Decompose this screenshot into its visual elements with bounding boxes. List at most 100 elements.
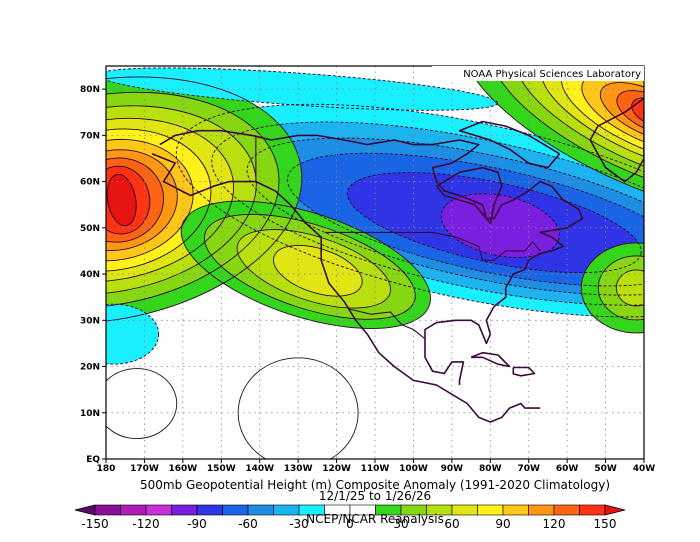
atl-ridge-band-2 — [616, 269, 644, 306]
colorbar-swatch — [145, 504, 172, 516]
np-ridge-contour-7 — [106, 157, 165, 243]
longitude-labels: 180 170W 160W 150W 140W 130W 120W 110W 100W 90W 80… — [97, 459, 656, 474]
np-ridge-contour-8 — [106, 165, 151, 235]
contour-lines — [106, 66, 644, 459]
yucatan-coast — [424, 338, 465, 385]
greenland-ridge-contour-6 — [599, 82, 644, 143]
caption-dates: 12/1/25 to 1/26/26 — [319, 489, 431, 503]
trough-contour-0 — [175, 103, 644, 318]
lon-tick-label: 130W — [284, 464, 313, 474]
greenland-ridge-contour-2 — [515, 66, 644, 185]
lon-tick-label: 150W — [207, 464, 236, 474]
colorbar-label: 120 — [543, 517, 566, 531]
greenland-ridge-band-8 — [631, 97, 644, 127]
greenland-ridge-contour-8 — [631, 97, 644, 127]
lat-tick-label: 50N — [80, 224, 100, 234]
wus-ridge-contour-1 — [203, 213, 416, 320]
colorbar-high-arrow — [604, 504, 626, 516]
colorbar-swatch — [502, 504, 529, 516]
lat-tick-label: 70N — [80, 131, 100, 141]
lat-tick-label: 10N — [80, 409, 100, 419]
greenland-ridge-contour-0 — [461, 66, 644, 216]
hispaniola-coast — [512, 366, 536, 377]
colorbar-label: 30 — [393, 517, 408, 531]
lon-tick-label: 170W — [130, 464, 159, 474]
trough-contour-4 — [346, 172, 642, 274]
lat-tick-label: 30N — [80, 316, 100, 326]
cuba-coast — [470, 351, 511, 368]
atl-ridge-contour-2 — [615, 269, 644, 307]
credit-box: NOAA Physical Sciences Laboratory — [432, 66, 644, 81]
hudson-bay-coast — [435, 166, 503, 224]
wus-ridge-contour-3 — [273, 245, 363, 297]
colorbar-swatch — [451, 504, 478, 516]
plot-area — [106, 66, 644, 459]
lon-tick-label: 180 — [97, 464, 116, 474]
caption-title: 500mb Geopotential Height (m) Composite … — [140, 478, 610, 492]
latitude-labels: EQ 10N 20N 30N 40N 50N 60N 70N 80N — [80, 85, 106, 465]
lon-tick-label: 60W — [556, 464, 579, 474]
arctic-strip-contour — [106, 67, 499, 111]
subtrop-contour-b — [106, 368, 178, 439]
colorbar — [74, 504, 626, 516]
trough-contour-5 — [440, 193, 560, 258]
lon-tick-label: 140W — [245, 464, 274, 474]
trough-contour-2 — [246, 137, 644, 296]
lon-tick-label: 80W — [479, 464, 502, 474]
lon-tick-label: 120W — [322, 464, 351, 474]
lon-tick-label: 40W — [633, 464, 656, 474]
lat-tick-label: 60N — [80, 178, 100, 188]
wus-ridge-contour-0 — [180, 200, 431, 329]
gulf-coast — [159, 129, 584, 345]
atl-ridge-contour-0 — [580, 242, 644, 334]
colorbar-label: -60 — [238, 517, 258, 531]
colorbar-swatch — [477, 504, 504, 516]
lon-tick-label: 110W — [361, 464, 390, 474]
lon-tick-label: 50W — [594, 464, 617, 474]
greenland-ridge-contour-3 — [540, 66, 644, 172]
greenland-ridge-contour-5 — [581, 72, 644, 152]
colorbar-swatch — [94, 504, 121, 516]
greenland-coast — [567, 74, 644, 183]
lat-tick-label: EQ — [86, 455, 100, 465]
coastlines — [151, 74, 644, 423]
lat-tick-label: 20N — [80, 363, 100, 373]
greenland-ridge-contour-1 — [490, 66, 644, 199]
lat-tick-label: 40N — [80, 270, 100, 280]
colorbar-swatch — [247, 504, 274, 516]
np-ridge-contour-1 — [106, 91, 280, 309]
colorbar-label: 90 — [495, 517, 510, 531]
us-mexico-border — [347, 308, 426, 340]
north-america-coast — [151, 153, 541, 423]
colorbar-low-arrow — [74, 504, 96, 516]
atl-ridge-contour-1 — [597, 255, 644, 321]
wus-ridge-contour-2 — [236, 229, 392, 309]
np-ridge-contour-9 — [106, 173, 137, 227]
greenland-ridge-contour-7 — [616, 90, 644, 135]
pac-low-contour — [106, 303, 160, 365]
colorbar-labels: -150 -120 -90 -60 -30 0 30 60 90 120 150 — [81, 517, 616, 531]
colorbar-label: -120 — [132, 517, 159, 531]
lon-tick-label: 70W — [517, 464, 540, 474]
colorbar-swatch — [171, 504, 198, 516]
colorbar-swatch — [553, 504, 580, 516]
colorbar-swatch — [120, 504, 147, 516]
colorbar-label: 0 — [346, 517, 354, 531]
caption-source: NCEP/NCAR Reanalysis — [306, 512, 444, 526]
colorbar-swatch — [273, 504, 300, 516]
colorbar-swatch — [222, 504, 249, 516]
lon-tick-label: 100W — [399, 464, 428, 474]
np-ridge-contour-3 — [106, 117, 235, 283]
us-canada-border — [325, 231, 541, 261]
lon-tick-label: 160W — [168, 464, 197, 474]
colorbar-swatch — [579, 504, 606, 516]
baffin-coast — [458, 120, 561, 169]
colorbar-label: 60 — [444, 517, 459, 531]
colorbar-label: -90 — [187, 517, 207, 531]
colorbar-swatch — [528, 504, 555, 516]
np-ridge-contour-6 — [106, 149, 178, 251]
colorbar-label: -30 — [289, 517, 309, 531]
lon-tick-label: 90W — [441, 464, 464, 474]
trough-band-5 — [441, 193, 560, 258]
